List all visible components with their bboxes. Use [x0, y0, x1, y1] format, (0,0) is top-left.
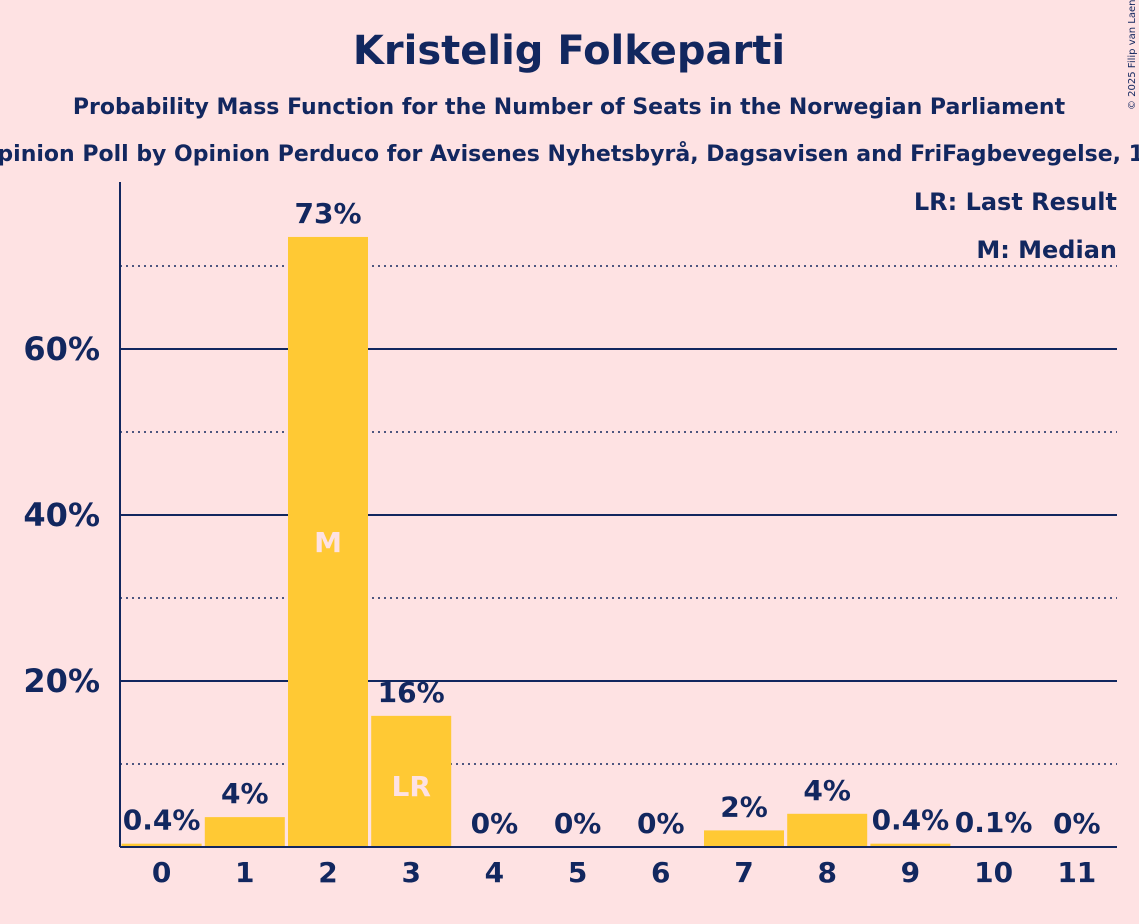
x-tick-label: 10 — [974, 856, 1013, 889]
chart-subtitle: Probability Mass Function for the Number… — [73, 95, 1066, 120]
legend: LR: Last Result M: Median — [914, 188, 1117, 264]
bar-marker-lr: LR — [391, 770, 430, 803]
bar-value-label: 2% — [720, 790, 768, 823]
bar — [288, 236, 368, 847]
x-tick-label: 4 — [485, 856, 504, 889]
y-tick-label: 20% — [23, 662, 100, 700]
x-tick-label: 9 — [901, 856, 920, 889]
legend-median: M: Median — [976, 236, 1117, 264]
x-tick-label: 11 — [1057, 856, 1096, 889]
y-tick-label: 60% — [23, 330, 100, 368]
bar-value-label: 73% — [294, 197, 361, 230]
x-tick-label: 2 — [318, 856, 337, 889]
x-tick-label: 3 — [401, 856, 420, 889]
bar-value-label: 0% — [554, 807, 602, 840]
bar-value-label: 4% — [221, 777, 269, 810]
bar-value-label: 0.1% — [955, 806, 1033, 839]
bar-value-label: 4% — [803, 774, 851, 807]
bar — [870, 843, 951, 847]
bars: 0.4%4%73%16%0% 0% 0%2%4%0.4% 0.1% 0%MLR — [121, 197, 1101, 847]
x-tick-label: 1 — [235, 856, 254, 889]
bar-marker-m: M — [314, 526, 342, 559]
legend-last-result: LR: Last Result — [914, 188, 1117, 216]
axes: 20% 40% 60% 0 1 2 3 4 5 6 7 8 9 10 11 — [23, 182, 1117, 889]
x-tick-label: 0 — [152, 856, 171, 889]
bar-value-label: 0% — [471, 807, 519, 840]
x-tick-label: 5 — [568, 856, 587, 889]
x-tick-label: 6 — [651, 856, 670, 889]
y-tick-label: 40% — [23, 496, 100, 534]
bar — [371, 715, 452, 847]
bar-value-label: 16% — [378, 676, 445, 709]
bar-value-label: 0.4% — [123, 804, 201, 837]
bar — [204, 817, 285, 847]
bar — [787, 813, 868, 847]
chart-title: Kristelig Folkeparti — [353, 28, 785, 74]
grid — [120, 265, 1117, 765]
bar-value-label: 0% — [637, 807, 685, 840]
bar-value-label: 0.4% — [872, 804, 950, 837]
x-tick-label: 8 — [817, 856, 836, 889]
copyright: © 2025 Filip van Laenen — [1127, 0, 1138, 110]
x-tick-label: 7 — [734, 856, 753, 889]
bar — [704, 830, 784, 847]
chart-source: Opinion Poll by Opinion Perduco for Avis… — [0, 141, 1139, 167]
bar-value-label: 0% — [1053, 807, 1101, 840]
bar — [121, 843, 202, 847]
